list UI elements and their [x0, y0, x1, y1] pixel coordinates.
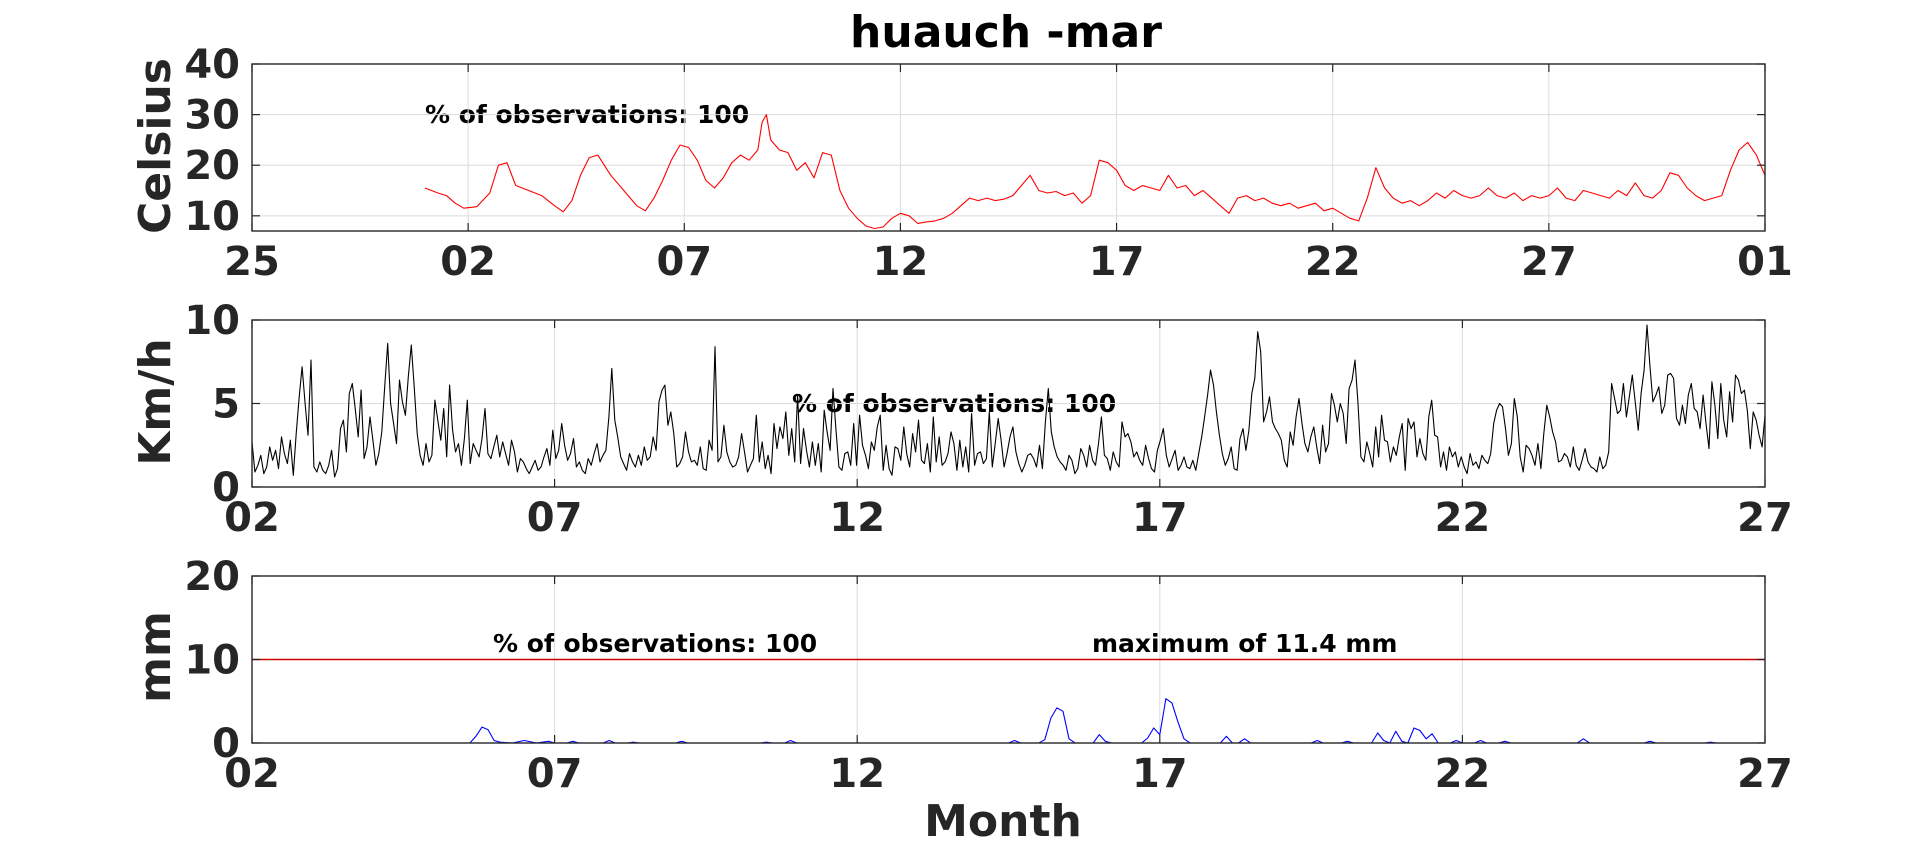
- precip-ylabel: mm: [130, 611, 181, 703]
- temperature-xtick-label: 22: [1305, 239, 1361, 285]
- precip-xtick-label: 02: [224, 751, 280, 797]
- wind-ytick-label: 5: [212, 382, 240, 428]
- precip-ytick-label: 20: [184, 554, 240, 600]
- temperature-grid: [252, 64, 1765, 231]
- wind-xtick-label: 02: [224, 495, 280, 541]
- wind-xtick-label: 12: [829, 495, 885, 541]
- precip-annotation-maximum: maximum of 11.4 mm: [1092, 629, 1397, 658]
- wind-panel: Km/h % of observations: 100 02 07 12 17 22 27…: [130, 298, 1793, 541]
- wind-ytick-label: 10: [184, 298, 240, 344]
- precip-ytick-label: 0: [212, 721, 240, 767]
- figure-title: huauch -mar: [850, 7, 1162, 58]
- wind-ytick-label: 0: [212, 465, 240, 511]
- wind-ylabel: Km/h: [130, 338, 181, 465]
- temperature-ytick-label: 20: [184, 143, 240, 189]
- precip-xtick-label: 07: [527, 751, 583, 797]
- wind-xtick-label: 17: [1132, 495, 1188, 541]
- temperature-ytick-label: 40: [184, 42, 240, 88]
- precip-series-line: [252, 698, 1765, 743]
- temperature-panel: Celsius % of observations: 100 25 02 07 12 1…: [130, 42, 1793, 285]
- temperature-xtick-label: 07: [656, 239, 712, 285]
- wind-xtick-label: 22: [1435, 495, 1491, 541]
- temperature-xtick-label: 17: [1089, 239, 1145, 285]
- wind-grid: [252, 320, 1765, 487]
- precip-xtick-label: 12: [829, 751, 885, 797]
- temperature-xtick-label: 02: [440, 239, 496, 285]
- temperature-ytick-label: 10: [184, 194, 240, 240]
- temperature-xtick-label: 25: [224, 239, 280, 285]
- precipitation-panel: mm % of observations: 100 maximum of 11.…: [130, 554, 1793, 841]
- temperature-xtick-label: 01: [1737, 239, 1793, 285]
- precip-ytick-label: 10: [184, 638, 240, 684]
- temperature-axes-frame: [251, 63, 1766, 232]
- precip-xlabel: Month: [924, 796, 1082, 841]
- wind-series-line: [252, 324, 1765, 478]
- temperature-xtick-label: 12: [873, 239, 929, 285]
- temperature-ylabel: Celsius: [130, 58, 181, 234]
- precip-xtick-label: 17: [1132, 751, 1188, 797]
- wind-xtick-label: 07: [527, 495, 583, 541]
- precip-annotation-observations: % of observations: 100: [493, 629, 817, 658]
- temperature-ytick-label: 30: [184, 93, 240, 139]
- precip-xtick-label: 22: [1435, 751, 1491, 797]
- wind-xtick-label: 27: [1737, 495, 1793, 541]
- temperature-xtick-label: 27: [1521, 239, 1577, 285]
- temperature-series-line: [424, 114, 1765, 230]
- precip-xtick-label: 27: [1737, 751, 1793, 797]
